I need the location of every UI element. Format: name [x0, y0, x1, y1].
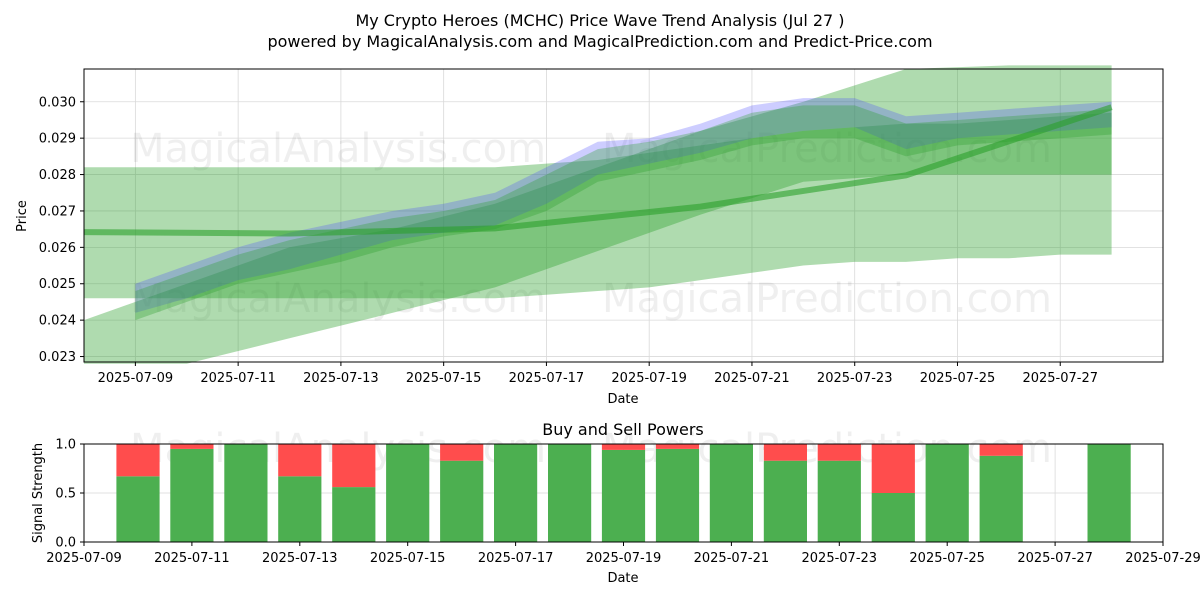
buy-bar: [817, 460, 861, 542]
price-x-tick-label: 2025-07-13: [303, 371, 379, 386]
buy-bar: [763, 460, 807, 542]
price-grid: [84, 69, 1163, 362]
signal-x-ticks: 2025-07-09 2025-07-11 2025-07-13 2025-07-15…: [46, 542, 1200, 566]
price-y-tick-label: 0.023: [39, 350, 76, 365]
sell-bar: [817, 444, 861, 461]
signal-y-tick-label: 0.0: [55, 536, 76, 551]
price-watermarks: MagicalAnalysis.com MagicalPrediction.com…: [130, 126, 1052, 322]
price-x-tick-label: 2025-07-15: [406, 371, 482, 386]
signal-chart: Buy and Sell Powers MagicalAnalysis.comM…: [31, 420, 1200, 586]
price-y-tick-label: 0.028: [39, 168, 76, 183]
chart-subtitle: powered by MagicalAnalysis.com and Magic…: [267, 32, 932, 51]
sell-bar: [979, 444, 1023, 456]
signal-chart-title: Buy and Sell Powers: [542, 420, 704, 439]
buy-bar: [224, 444, 268, 542]
sell-bar: [763, 444, 807, 461]
price-x-tick-label: 2025-07-27: [1022, 371, 1098, 386]
trend-line: [83, 104, 1113, 237]
sell-bar: [871, 444, 915, 493]
buy-bar: [548, 444, 592, 542]
buy-bar: [440, 460, 484, 542]
signal-x-tick-label: 2025-07-09: [46, 551, 122, 566]
price-y-ticks: 0.023 0.024 0.025 0.026 0.027 0.028 0.029 0.030: [39, 95, 84, 365]
signal-x-tick-label: 2025-07-15: [370, 551, 446, 566]
price-chart: MagicalAnalysis.com MagicalPrediction.com…: [15, 65, 1164, 407]
price-y-tick-label: 0.025: [39, 277, 76, 292]
price-wave-band: [135, 105, 1112, 321]
buy-bar: [655, 448, 700, 542]
signal-y-ticks: 0.0 0.5 1.0: [55, 438, 84, 551]
sell-bar: [170, 444, 214, 449]
price-y-tick-label: 0.026: [39, 241, 76, 256]
signal-x-tick-label: 2025-07-29: [1125, 551, 1200, 566]
price-plot-frame: [83, 68, 1164, 363]
price-x-tick-label: 2025-07-25: [920, 371, 996, 386]
buy-bar: [170, 448, 214, 542]
price-x-tick-label: 2025-07-11: [200, 371, 276, 386]
buy-bar: [925, 444, 969, 542]
price-x-ticks: 2025-07-09 2025-07-11 2025-07-13 2025-07-15…: [98, 362, 1098, 386]
chart-title: My Crypto Heroes (MCHC) Price Wave Trend…: [355, 11, 844, 30]
signal-x-tick-label: 2025-07-13: [262, 551, 338, 566]
watermark: MagicalAnalysis.com: [130, 276, 546, 322]
watermark: MagicalPrediction.com: [602, 276, 1052, 322]
signal-y-tick-label: 0.5: [55, 487, 76, 502]
signal-x-tick-label: 2025-07-19: [586, 551, 662, 566]
signal-y-tick-label: 1.0: [55, 438, 76, 453]
price-x-axis-label: Date: [607, 392, 638, 407]
price-y-axis-label: Price: [15, 200, 30, 232]
buy-bar: [601, 449, 646, 542]
buy-bar: [494, 444, 538, 542]
price-x-tick-label: 2025-07-17: [509, 371, 585, 386]
buy-bar: [709, 444, 753, 542]
buy-bar: [332, 487, 376, 542]
signal-x-tick-label: 2025-07-11: [154, 551, 230, 566]
sell-bar: [116, 444, 160, 477]
price-y-tick-label: 0.024: [39, 314, 76, 329]
price-x-tick-label: 2025-07-23: [817, 371, 893, 386]
buy-bar: [278, 476, 322, 542]
sell-bar: [332, 444, 376, 488]
signal-x-tick-label: 2025-07-23: [802, 551, 878, 566]
price-wave-band: [84, 112, 1112, 299]
sell-bar: [440, 444, 484, 461]
price-y-tick-label: 0.027: [39, 204, 76, 219]
buy-bar: [979, 455, 1023, 542]
price-wave-band: [135, 98, 1112, 313]
buy-bar: [116, 476, 160, 542]
price-x-tick-label: 2025-07-19: [611, 371, 687, 386]
signal-y-axis-label: Signal Strength: [31, 443, 46, 543]
signal-x-tick-label: 2025-07-17: [478, 551, 554, 566]
buy-bar: [386, 444, 430, 542]
signal-x-tick-label: 2025-07-27: [1017, 551, 1093, 566]
signal-bars: [116, 444, 1131, 542]
sell-bar: [278, 444, 322, 477]
price-x-tick-label: 2025-07-21: [714, 371, 790, 386]
sell-bar: [655, 444, 700, 449]
sell-bar: [601, 444, 646, 450]
signal-x-axis-label: Date: [607, 571, 638, 586]
price-x-tick-label: 2025-07-09: [98, 371, 174, 386]
price-y-tick-label: 0.029: [39, 132, 76, 147]
watermark: MagicalAnalysis.com: [130, 126, 546, 172]
price-y-tick-label: 0.030: [39, 95, 76, 110]
buy-bar: [871, 493, 915, 542]
buy-bar: [1087, 444, 1131, 542]
signal-x-tick-label: 2025-07-25: [909, 551, 985, 566]
signal-x-tick-label: 2025-07-21: [694, 551, 770, 566]
